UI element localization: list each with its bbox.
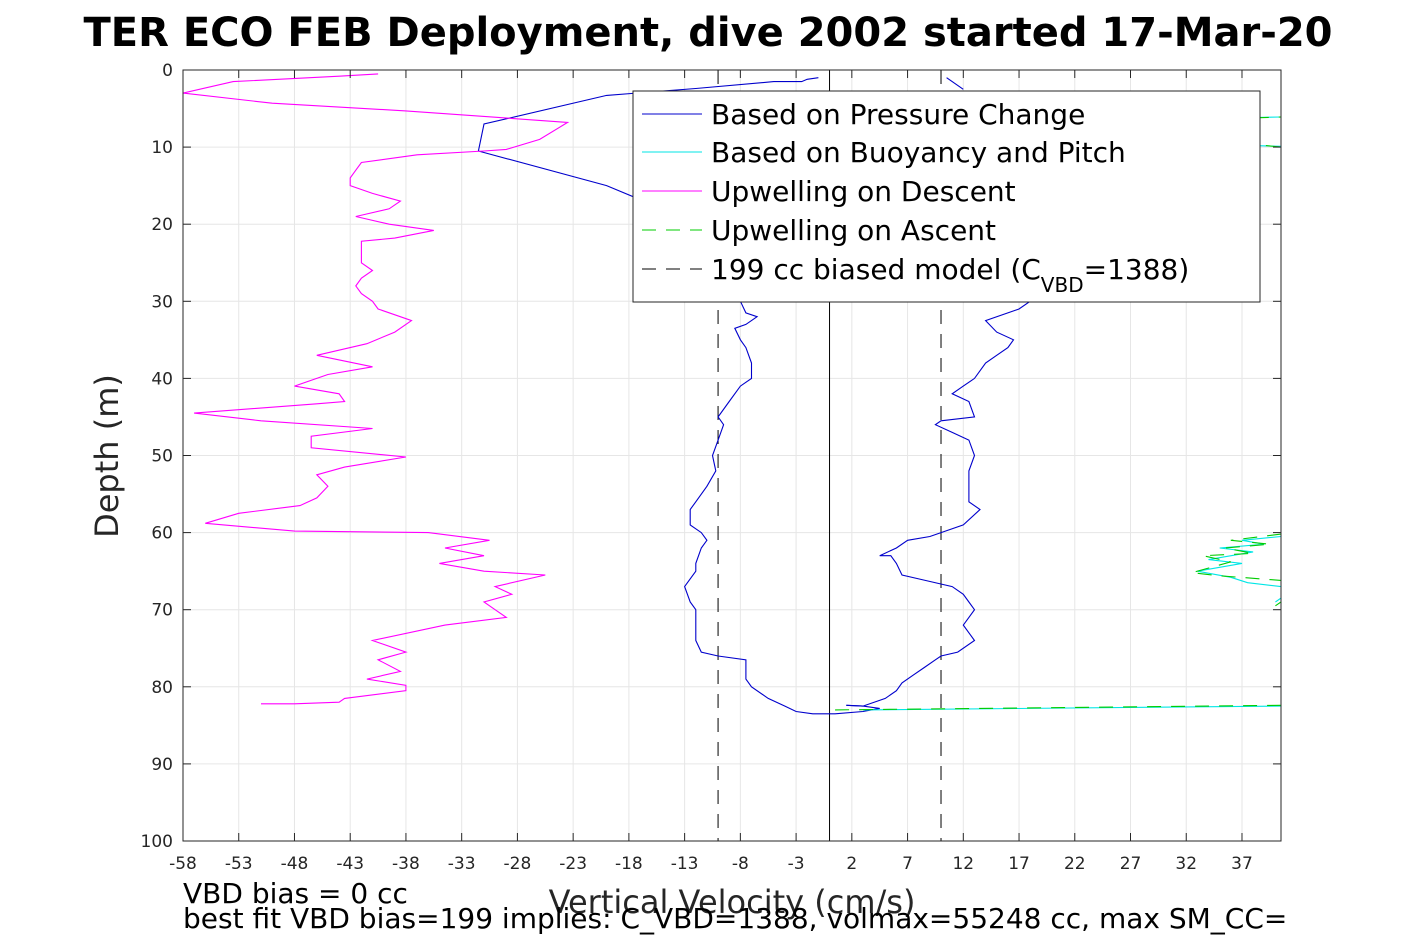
x-tick-label: 17: [1008, 854, 1030, 874]
x-tick-label: -38: [392, 854, 420, 874]
x-tick-label: -53: [225, 854, 253, 874]
x-tick-label: -58: [169, 854, 197, 874]
legend-label-up-descent: Upwelling on Descent: [711, 175, 1016, 208]
y-axis-label: Depth (m): [88, 374, 126, 538]
axis-ticks: -58 -53 -48 -43 -38 -33 -28 -23 -18 -13 -8 -3 2 7 12 17…: [141, 61, 1281, 874]
note-vbd-bias: VBD bias = 0 cc: [183, 877, 408, 910]
y-tick-label: 40: [151, 369, 173, 389]
series-line-up_ascent: [835, 704, 1281, 711]
series-line-pressure: [683, 301, 880, 715]
x-tick-label: -18: [615, 854, 643, 874]
y-tick-label: 100: [141, 832, 173, 852]
legend-label-pressure: Based on Pressure Change: [711, 98, 1085, 131]
x-tick-label: 32: [1175, 854, 1197, 874]
x-axis-label: Vertical Velocity (cm/s): [549, 883, 916, 921]
series-group: [183, 73, 1281, 715]
series-line-up_ascent: [1191, 533, 1281, 581]
y-tick-label: 70: [151, 601, 173, 621]
legend-model-suffix: =1388): [1084, 253, 1190, 286]
y-tick-label: 60: [151, 524, 173, 544]
legend-model-prefix: 199 cc biased model (C: [711, 253, 1041, 286]
y-tick-label: 80: [151, 678, 173, 698]
y-tick-label: 50: [151, 447, 173, 467]
series-line-up_ascent: [1275, 601, 1281, 607]
legend-label-buoyancy: Based on Buoyancy and Pitch: [711, 136, 1126, 169]
x-tick-label: 27: [1120, 854, 1142, 874]
x-tick-label: 22: [1064, 854, 1086, 874]
x-tick-label: -13: [671, 854, 699, 874]
y-tick-label: 20: [151, 215, 173, 235]
chart-title: TER ECO FEB Deployment, dive 2002 starte…: [83, 10, 1332, 56]
y-tick-label: 90: [151, 755, 173, 775]
y-tick-label: 10: [151, 138, 173, 158]
x-tick-label: 7: [902, 854, 913, 874]
legend: Based on Pressure Change Based on Buoyan…: [632, 90, 1261, 303]
legend-box: [632, 90, 1261, 303]
x-tick-label: -43: [336, 854, 364, 874]
x-tick-label: -3: [788, 854, 805, 874]
series-line-pressure: [946, 77, 964, 90]
x-tick-label: 37: [1231, 854, 1253, 874]
x-tick-label: -48: [281, 854, 309, 874]
legend-model-sub: VBD: [1041, 273, 1084, 297]
series-line-up_descent: [183, 73, 570, 705]
series-line-pressure: [846, 293, 1042, 707]
y-tick-label: 30: [151, 292, 173, 312]
x-tick-label: 12: [952, 854, 974, 874]
x-tick-label: -23: [559, 854, 587, 874]
x-tick-label: 2: [846, 854, 857, 874]
legend-label-model: 199 cc biased model (CVBD=1388): [711, 253, 1189, 297]
note-best-fit: best fit VBD bias=199 implies: C_VBD=138…: [183, 902, 1287, 935]
x-tick-label: -28: [504, 854, 532, 874]
series-line-buoyancy: [1275, 597, 1281, 603]
x-tick-label: -8: [732, 854, 749, 874]
x-tick-label: -33: [448, 854, 476, 874]
y-tick-label: 0: [162, 61, 173, 81]
legend-label-up-ascent: Upwelling on Ascent: [711, 214, 996, 247]
